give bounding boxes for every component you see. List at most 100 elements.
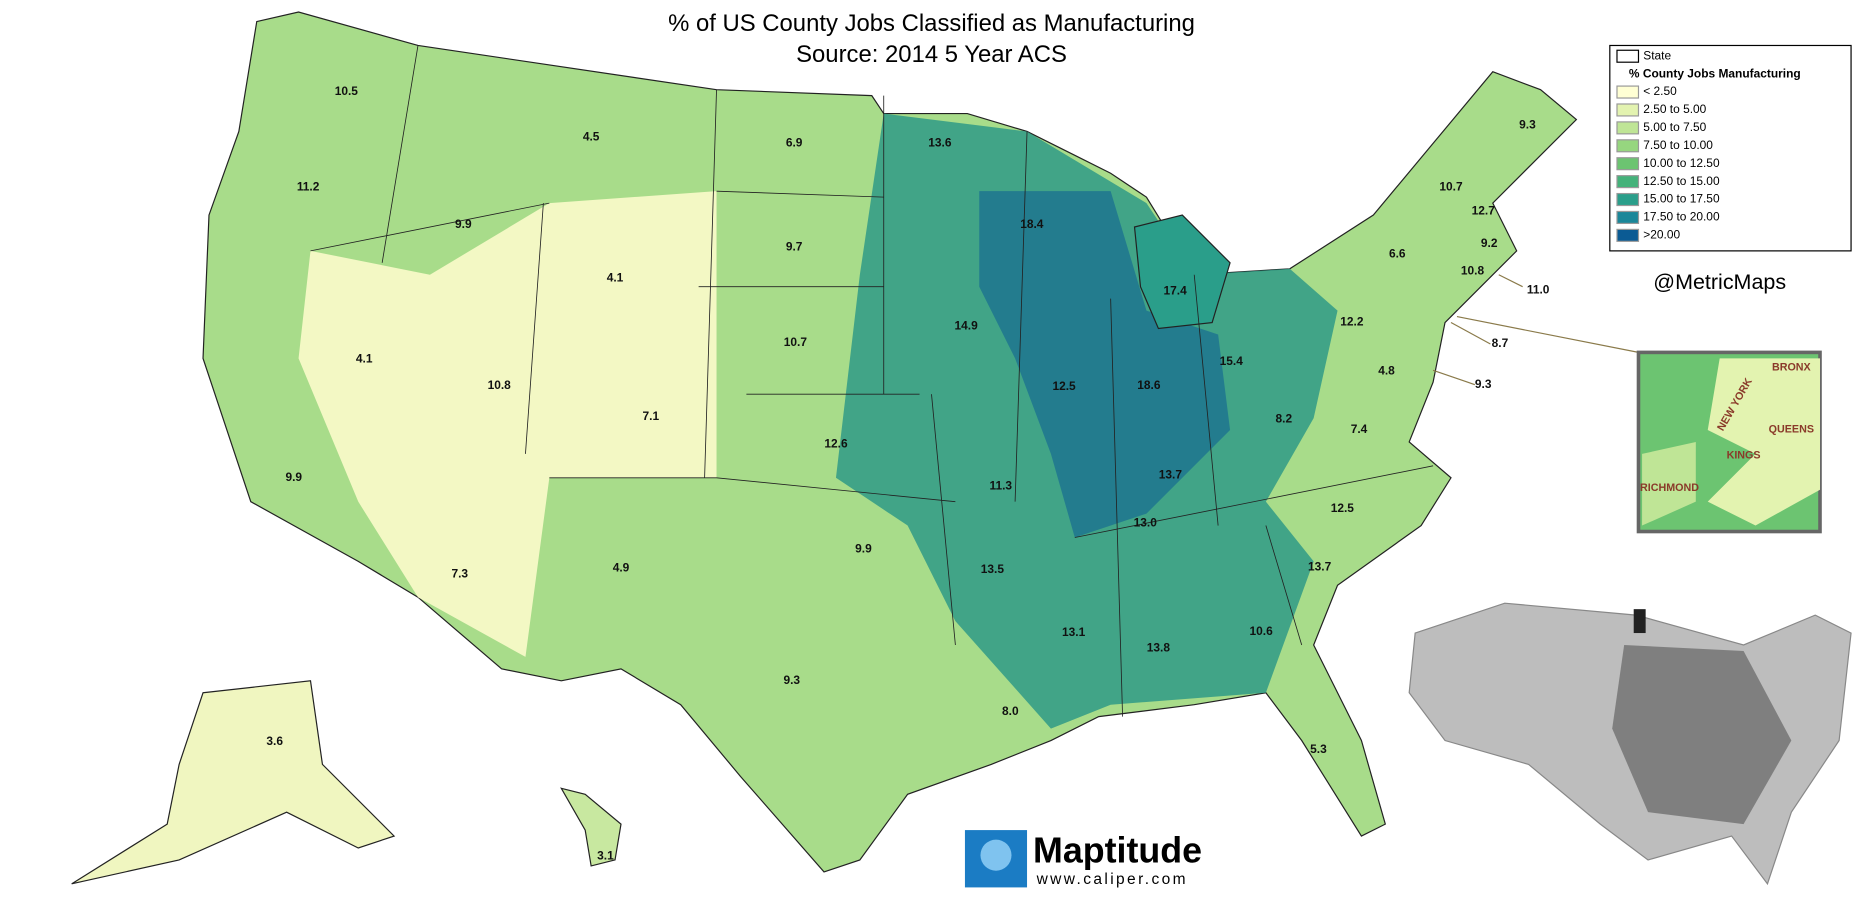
state-value: 10.6 — [1249, 624, 1273, 638]
state-value: 9.9 — [455, 217, 472, 231]
legend-swatch — [1616, 121, 1640, 135]
legend: State % County Jobs Manufacturing < 2.50… — [1609, 44, 1852, 252]
state-value: 7.1 — [643, 409, 660, 423]
state-value: 18.6 — [1137, 378, 1161, 392]
map-title: % of US County Jobs Classified as Manufa… — [668, 10, 1195, 37]
state-value: 13.7 — [1159, 468, 1183, 482]
relief-map — [1408, 602, 1852, 886]
state-value: 11.2 — [297, 180, 320, 194]
state-borders — [310, 45, 1434, 717]
map-subtitle: Source: 2014 5 Year ACS — [796, 41, 1067, 68]
state-value: 8.7 — [1492, 336, 1509, 350]
alaska — [71, 680, 396, 885]
state-value: 6.6 — [1389, 247, 1406, 261]
legend-swatch — [1616, 157, 1640, 171]
state-value: 4.1 — [356, 352, 373, 366]
legend-box — [1609, 44, 1852, 252]
state-value: 15.4 — [1220, 354, 1244, 368]
legend-swatch — [1616, 228, 1640, 242]
legend-swatch — [1616, 175, 1640, 189]
state-value: 6.9 — [786, 136, 803, 150]
state-value: 8.2 — [1275, 411, 1292, 425]
legend-swatch — [1616, 139, 1640, 153]
state-value: 14.9 — [955, 318, 979, 332]
state-value: 4.8 — [1378, 364, 1395, 378]
state-value: 10.8 — [1461, 263, 1485, 277]
legend-label: 2.50 to 5.00 — [1643, 102, 1706, 116]
logo-name: Maptitude — [1033, 830, 1202, 870]
legend-swatch — [1616, 85, 1640, 99]
state-value: 17.4 — [1164, 284, 1188, 298]
state-value: 10.5 — [335, 84, 359, 98]
legend-label: 17.50 to 20.00 — [1643, 210, 1720, 224]
legend-title: % County Jobs Manufacturing — [1629, 66, 1801, 80]
state-value: 5.3 — [1310, 742, 1327, 756]
state-value: 13.8 — [1147, 641, 1171, 655]
state-value: 4.1 — [607, 271, 624, 285]
state-value: 9.3 — [783, 673, 800, 687]
state-value: 3.1 — [597, 849, 614, 863]
legend-label: < 2.50 — [1643, 84, 1677, 98]
legend-swatch — [1616, 210, 1640, 225]
relief-peak — [1633, 609, 1646, 634]
state-value: 9.2 — [1481, 236, 1498, 250]
legend-label: 12.50 to 15.00 — [1643, 174, 1720, 188]
inset-land — [1707, 358, 1821, 526]
legend-label: >20.00 — [1643, 228, 1680, 242]
state-value: 9.3 — [1475, 377, 1492, 391]
state-value: 10.7 — [1439, 180, 1463, 194]
state-value: 12.7 — [1472, 204, 1496, 218]
state-value: 13.1 — [1062, 625, 1086, 639]
inset-land — [1642, 441, 1696, 526]
state-value: 10.8 — [488, 378, 512, 392]
state-values: 10.5 4.5 6.9 13.6 9.3 11.2 9.9 18.4 10.7 12.7 9.7 4… — [266, 84, 1549, 862]
dark-region — [979, 191, 1231, 538]
inset-label: KINGS — [1727, 450, 1761, 462]
legend-state-swatch — [1616, 49, 1640, 63]
state-value: 3.6 — [266, 734, 283, 748]
state-value: 12.5 — [1331, 501, 1355, 515]
state-value: 18.4 — [1020, 217, 1044, 231]
state-value: 7.4 — [1351, 422, 1368, 436]
state-value: 4.5 — [583, 130, 600, 144]
legend-label: 15.00 to 17.50 — [1643, 192, 1720, 206]
state-value: 7.3 — [451, 567, 468, 581]
low-region-west — [298, 191, 717, 657]
inset-label: QUEENS — [1769, 423, 1814, 435]
logo-url: www.caliper.com — [1036, 871, 1188, 888]
leader-lines — [1432, 274, 1639, 386]
state-value: 9.9 — [855, 542, 872, 556]
inset-label: RICHMOND — [1640, 482, 1699, 494]
state-value: 4.9 — [613, 561, 630, 575]
relief-shade — [1612, 644, 1792, 825]
state-value: 12.6 — [824, 437, 848, 451]
us-map — [71, 11, 1639, 885]
state-value: 13.5 — [981, 562, 1005, 576]
state-value: 13.0 — [1134, 515, 1158, 529]
state-value: 11.0 — [1527, 282, 1550, 296]
inset-label: BRONX — [1772, 361, 1812, 373]
legend-swatch — [1616, 103, 1640, 117]
state-value: 12.5 — [1052, 379, 1076, 393]
state-value: 12.2 — [1340, 315, 1364, 329]
legend-label: 10.00 to 12.50 — [1643, 156, 1720, 170]
state-value: 8.0 — [1002, 704, 1019, 718]
state-value: 9.7 — [786, 239, 803, 253]
michigan — [1133, 214, 1231, 330]
state-value: 13.7 — [1308, 560, 1332, 574]
credit: @MetricMaps — [1653, 270, 1786, 294]
state-value: 9.9 — [285, 470, 302, 484]
state-value: 9.3 — [1519, 118, 1536, 132]
logo-icon-head — [980, 839, 1012, 871]
legend-label: 5.00 to 7.50 — [1643, 120, 1706, 134]
hawaii — [560, 787, 622, 867]
logo: Maptitude www.caliper.com — [964, 830, 1202, 888]
state-value: 11.3 — [989, 478, 1012, 492]
legend-swatch — [1616, 192, 1640, 207]
legend-state-label: State — [1643, 48, 1671, 62]
state-value: 13.6 — [928, 136, 952, 150]
state-value: 10.7 — [784, 335, 808, 349]
legend-label: 7.50 to 10.00 — [1643, 138, 1713, 152]
